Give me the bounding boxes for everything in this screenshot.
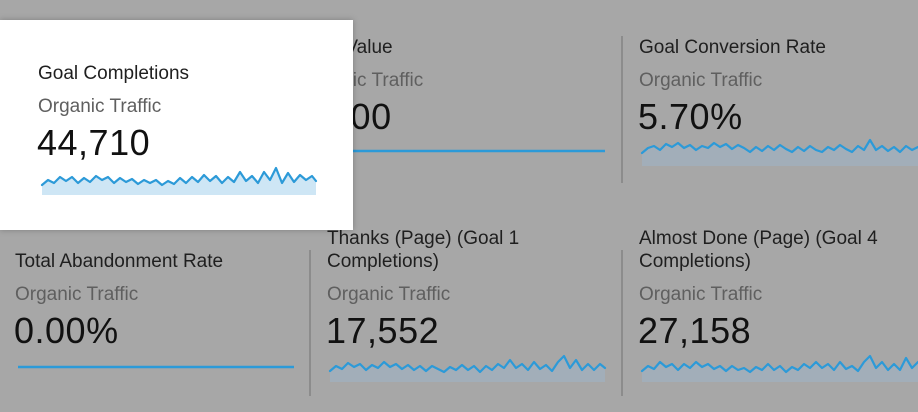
- sparkline-area: [642, 356, 918, 382]
- divider: [621, 36, 623, 183]
- tile-value: 5.70%: [638, 96, 743, 137]
- divider: [621, 250, 623, 396]
- sparkline-line: [640, 354, 918, 374]
- tile-value: 0.00%: [14, 310, 119, 351]
- sparkline: [40, 166, 318, 195]
- sparkline-line: [640, 138, 918, 155]
- sparkline-area: [330, 356, 605, 382]
- tile-subtitle: Organic Traffic: [639, 284, 763, 305]
- tile-subtitle: Organic Traffic: [15, 284, 139, 305]
- tile-value: 44,710: [37, 122, 151, 163]
- tile-subtitle: Organic Traffic: [639, 70, 763, 91]
- highlight-card-goal-completions[interactable]: Goal Completions Organic Traffic 44,710: [0, 20, 353, 230]
- tile-subtitle: Organic Traffic: [327, 284, 451, 305]
- tile-title: Total Abandonment Rate: [15, 251, 224, 272]
- sparkline-area: [42, 168, 316, 195]
- sparkline-line: [328, 354, 607, 374]
- tile-value: 27,158: [638, 310, 752, 351]
- tile-title: Goal Completions: [38, 63, 190, 84]
- sparkline-line: [40, 166, 318, 187]
- tile-title: Thanks (Page) (Goal 1 Completions): [327, 228, 520, 272]
- tile-title: Almost Done (Page) (Goal 4 Completions): [639, 228, 878, 272]
- tile-subtitle: Organic Traffic: [38, 96, 162, 117]
- tile-title: Goal Conversion Rate: [639, 37, 826, 58]
- tile-value: 17,552: [326, 310, 440, 351]
- divider: [309, 250, 311, 396]
